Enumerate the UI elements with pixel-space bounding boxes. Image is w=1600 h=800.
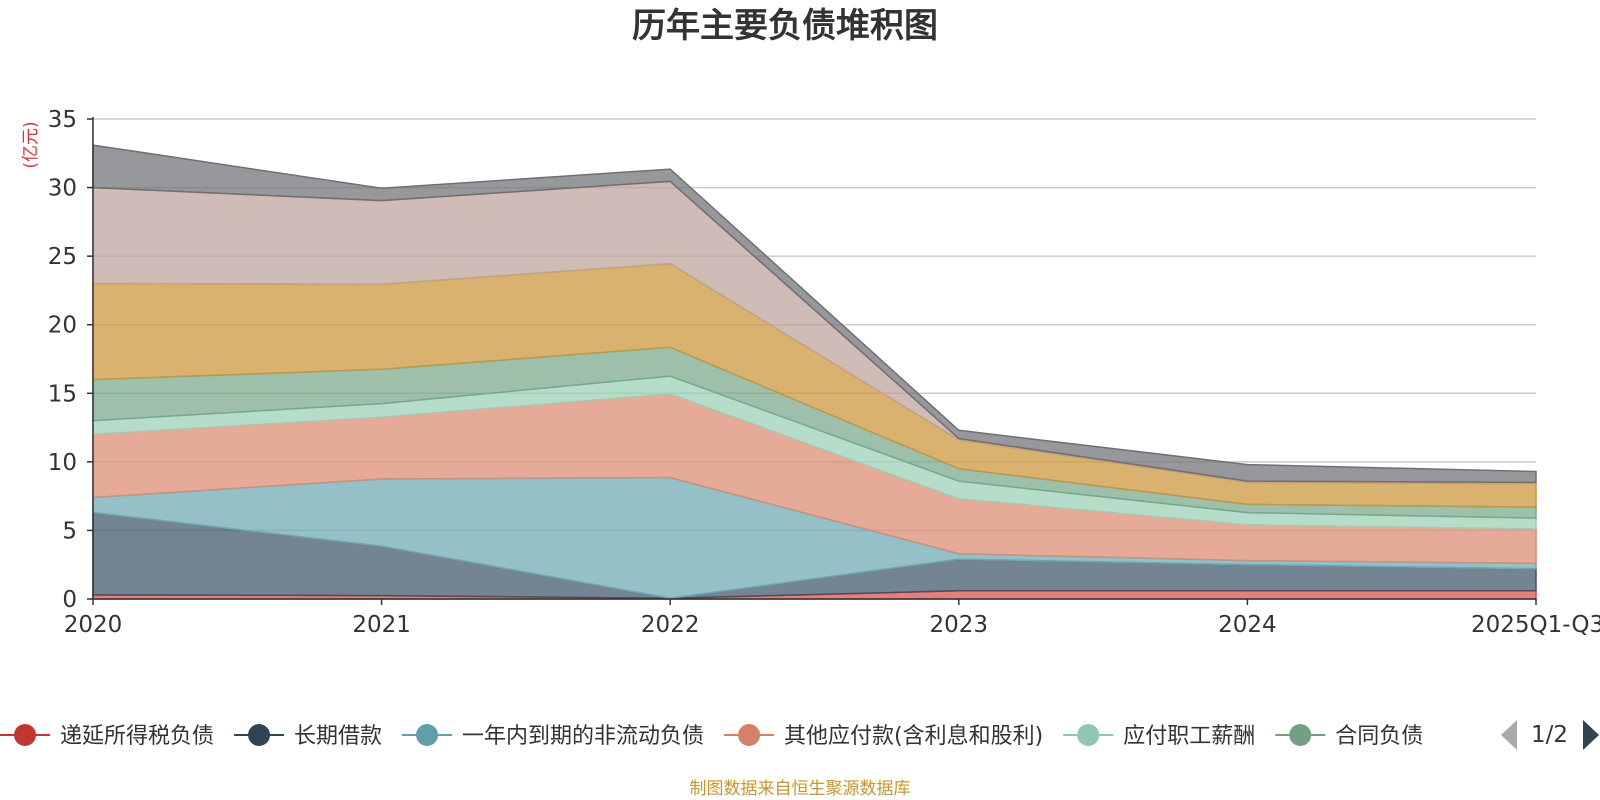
y-tick-label: 10 [48, 450, 77, 476]
data-source-note: 制图数据来自恒生聚源数据库 [690, 779, 911, 799]
legend-marker-icon [1077, 724, 1100, 746]
y-tick-label: 30 [48, 176, 77, 202]
legend-label: 应付职工薪酬 [1123, 724, 1255, 749]
axes: 2020 2021 2022 2023 2024 2025Q1-Q3 [64, 117, 1600, 638]
legend-marker-icon [416, 724, 439, 746]
pager-prev-icon[interactable] [1501, 720, 1517, 750]
legend-item[interactable]: 递延所得税负债 [0, 724, 214, 749]
area-series-8 [92, 144, 1537, 484]
legend-item[interactable]: 应付职工薪酬 [1063, 724, 1255, 749]
y-tick-label: 15 [48, 381, 77, 407]
x-tick-label: 2025Q1-Q3 [1471, 612, 1600, 638]
legend-pager: 1/2 [1501, 720, 1599, 750]
legend-label: 递延所得税负债 [60, 724, 214, 749]
stacked-areas [92, 144, 1537, 600]
legend-label: 长期借款 [294, 724, 382, 749]
x-tick-label: 2020 [64, 612, 123, 638]
legend[interactable]: 递延所得税负债 长期借款 一年内到期的非流动负债 其他应付款(含利息和股利) 应付职工薪… [0, 724, 1423, 749]
x-tick-label: 2021 [352, 612, 411, 638]
legend-marker-icon [14, 724, 36, 746]
legend-label: 合同负债 [1335, 724, 1423, 749]
pager-page-indicator: 1/2 [1531, 722, 1568, 748]
x-tick-label: 2022 [641, 612, 700, 638]
legend-items: 递延所得税负债 长期借款 一年内到期的非流动负债 其他应付款(含利息和股利) 应付职工薪… [0, 724, 1423, 749]
y-tick-label: 35 [48, 107, 77, 133]
y-tick-label: 25 [48, 244, 77, 270]
legend-marker-icon [248, 724, 271, 746]
legend-item[interactable]: 一年内到期的非流动负债 [402, 724, 704, 749]
y-tick-label: 5 [62, 518, 77, 544]
legend-label: 其他应付款(含利息和股利) [784, 724, 1043, 749]
legend-label: 一年内到期的非流动负债 [462, 724, 704, 749]
y-axis-unit-label: (亿元) [21, 121, 41, 168]
y-tick-label: 20 [48, 313, 77, 339]
legend-item[interactable]: 合同负债 [1275, 724, 1423, 749]
legend-item[interactable]: 长期借款 [234, 724, 382, 749]
pager-next-icon[interactable] [1583, 720, 1599, 750]
chart-title: 历年主要负债堆积图 [632, 6, 938, 46]
x-tick-label: 2024 [1218, 612, 1277, 638]
legend-item[interactable]: 其他应付款(含利息和股利) [724, 724, 1043, 749]
y-tick-label: 0 [62, 587, 77, 613]
legend-marker-icon [738, 724, 761, 746]
legend-marker-icon [1289, 724, 1312, 746]
x-tick-label: 2023 [930, 612, 989, 638]
